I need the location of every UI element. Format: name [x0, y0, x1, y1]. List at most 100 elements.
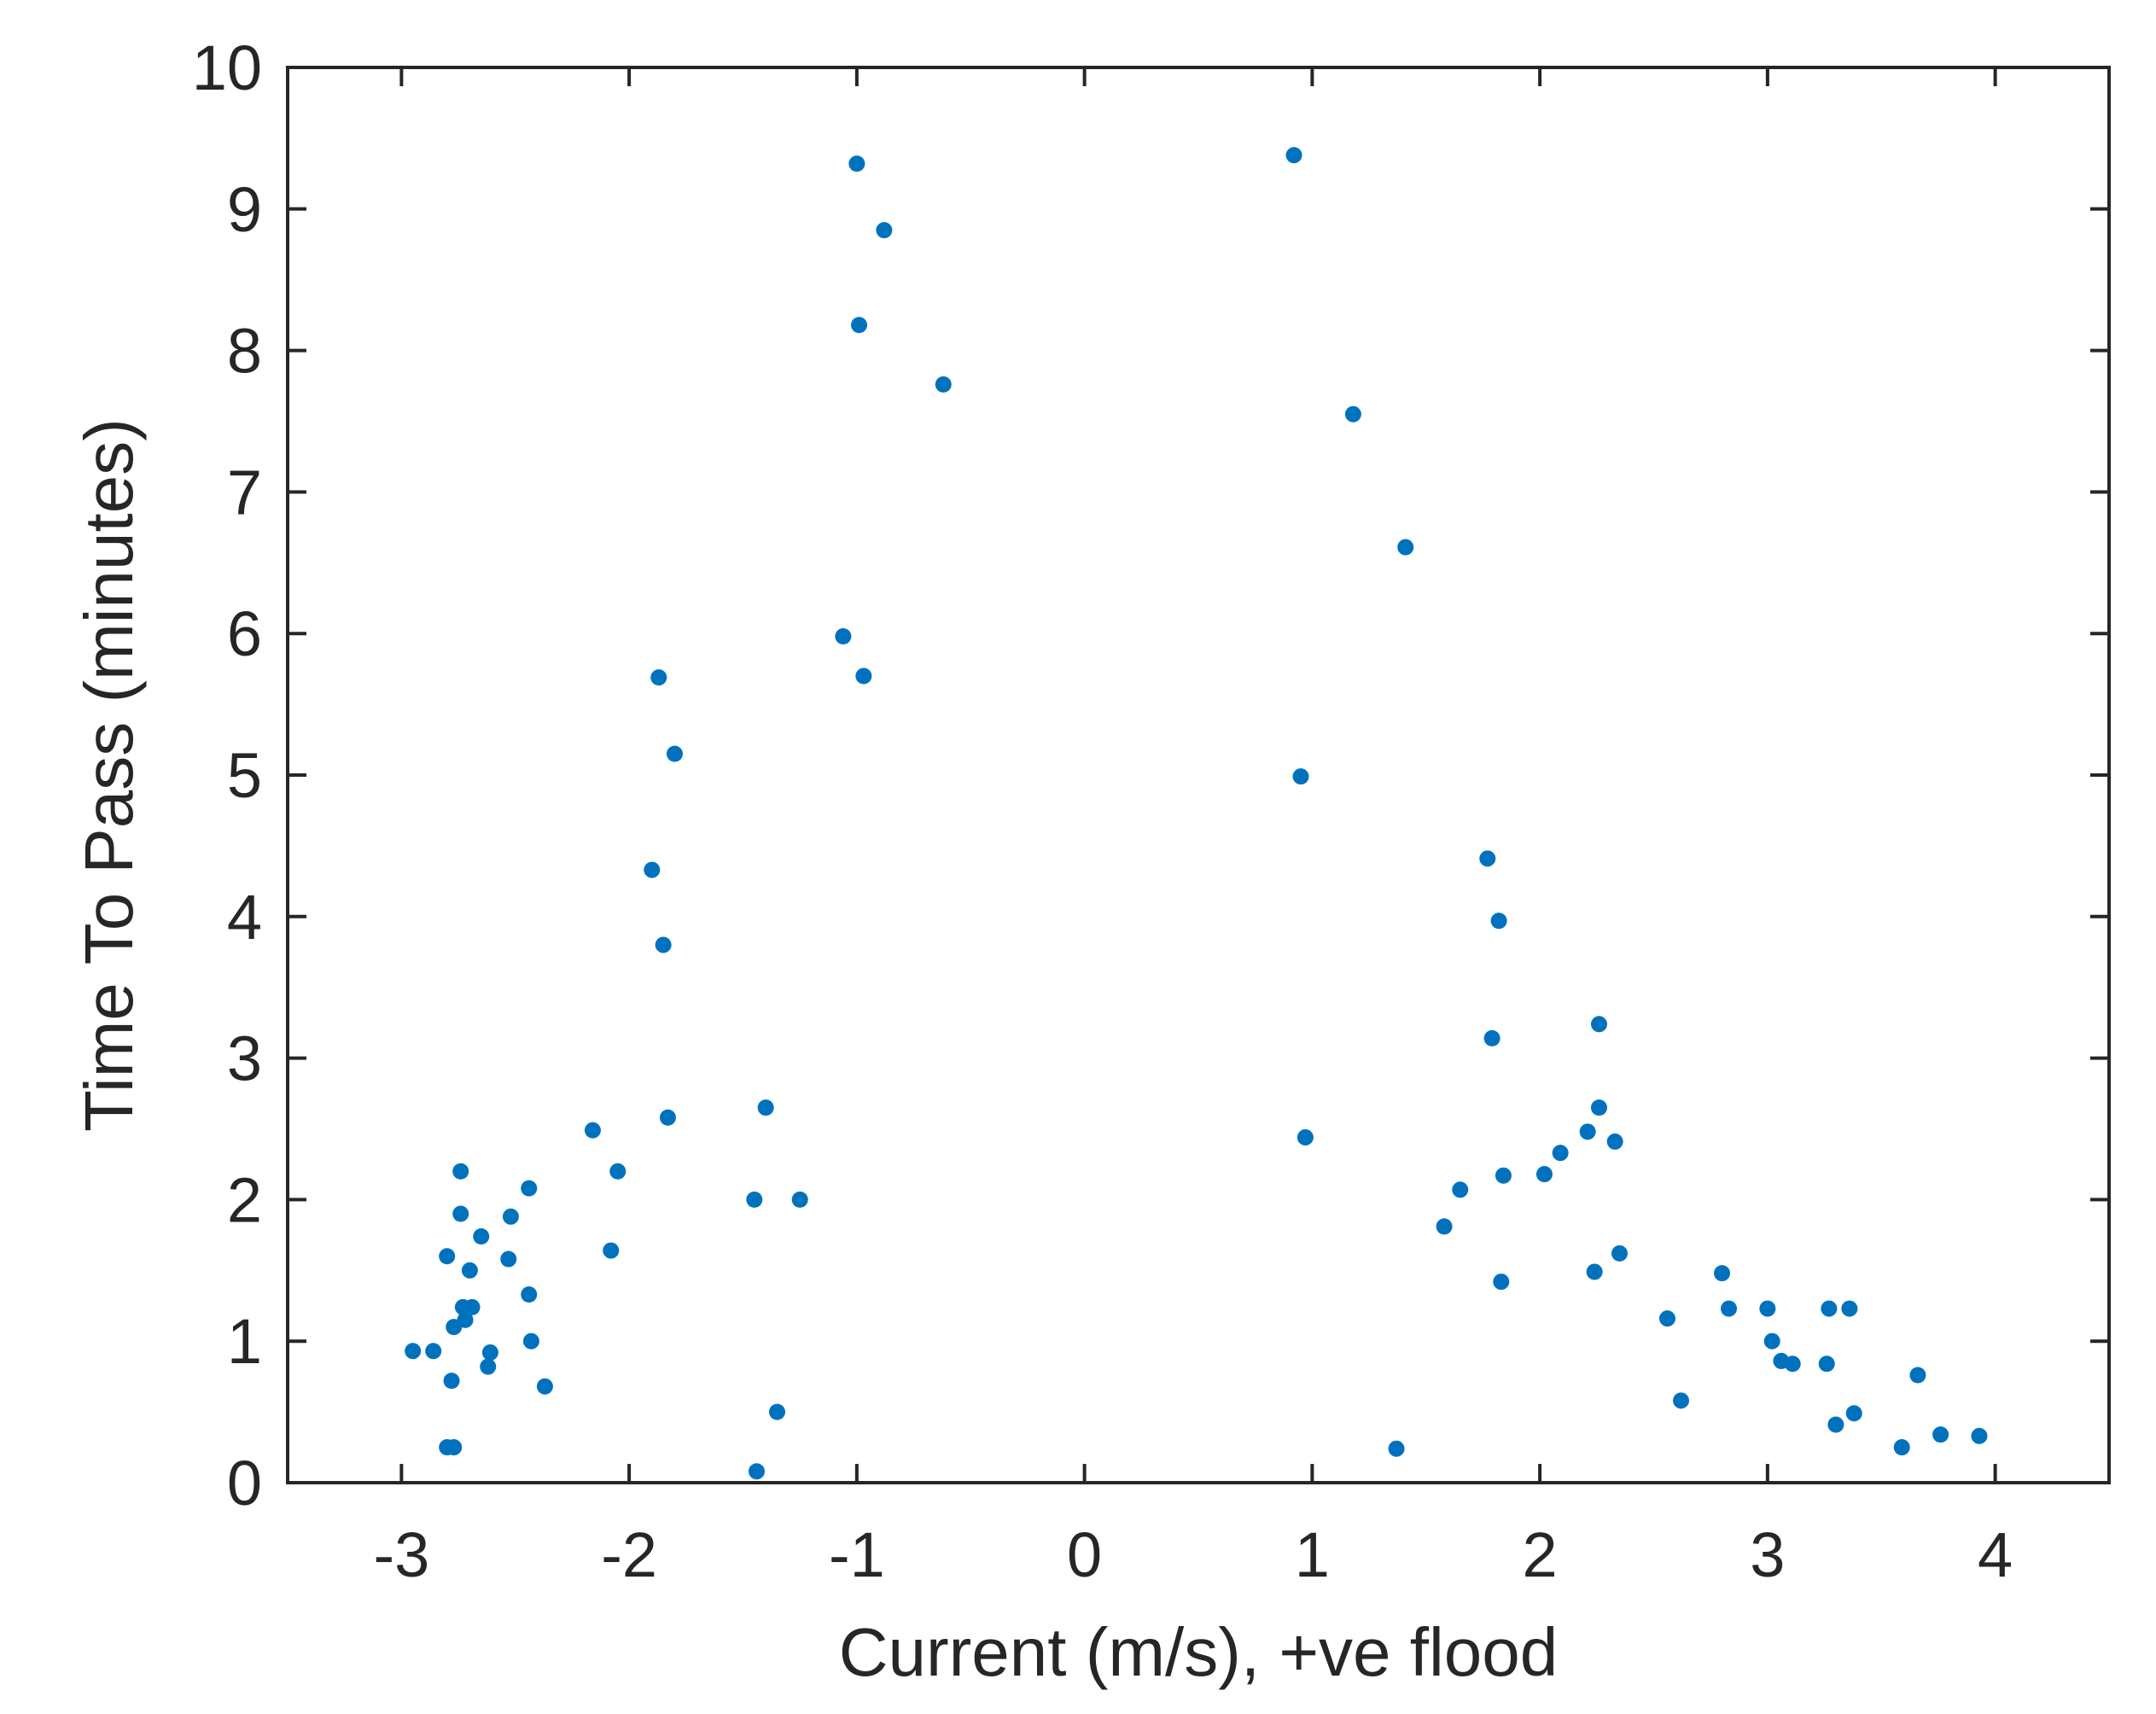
data-point — [1452, 1181, 1469, 1198]
data-point — [855, 668, 872, 685]
y-tick-label: 3 — [227, 1023, 262, 1094]
data-point — [481, 1344, 498, 1361]
data-point — [1818, 1355, 1835, 1373]
y-tick-label: 4 — [227, 882, 262, 953]
data-point — [1590, 1016, 1607, 1033]
data-point — [1490, 912, 1507, 930]
x-tick-label: 3 — [1750, 1519, 1785, 1590]
y-axis-tick-labels: 0 1 2 3 4 5 6 7 8 9 10 — [192, 32, 262, 1519]
data-point — [1344, 405, 1361, 423]
y-tick-label: 2 — [227, 1164, 262, 1235]
data-points — [405, 147, 1988, 1480]
x-tick-label: 0 — [1067, 1519, 1102, 1590]
data-point — [1611, 1245, 1628, 1262]
data-point — [769, 1403, 786, 1420]
y-tick-label: 1 — [227, 1306, 262, 1377]
data-point — [521, 1180, 538, 1197]
data-point — [1297, 1128, 1314, 1146]
data-point — [659, 1109, 676, 1126]
data-point — [876, 222, 893, 239]
data-point — [1590, 1099, 1607, 1116]
y-tick-label: 6 — [227, 598, 262, 669]
data-point — [584, 1122, 601, 1139]
x-tick-label: 2 — [1523, 1519, 1558, 1590]
data-point — [536, 1378, 553, 1395]
data-point — [1932, 1426, 1949, 1443]
data-point — [1763, 1332, 1780, 1350]
data-point — [502, 1208, 519, 1225]
x-tick-label: 4 — [1978, 1519, 2013, 1590]
data-point — [1714, 1265, 1731, 1282]
x-tick-label: -2 — [601, 1519, 657, 1590]
data-point — [749, 1463, 766, 1480]
data-point — [1659, 1310, 1676, 1327]
y-tick-label: 8 — [227, 316, 262, 387]
x-tick-label: 1 — [1295, 1519, 1330, 1590]
data-point — [1285, 147, 1302, 164]
y-tick-label: 10 — [192, 32, 262, 103]
data-point — [609, 1163, 626, 1180]
data-point — [439, 1248, 456, 1265]
data-point — [848, 155, 865, 172]
data-point — [443, 1373, 460, 1390]
data-point — [1436, 1218, 1453, 1235]
y-tick-label: 7 — [227, 457, 262, 528]
data-point — [1606, 1133, 1623, 1150]
data-point — [405, 1343, 422, 1360]
y-tick-label: 9 — [227, 174, 262, 245]
data-point — [1495, 1167, 1512, 1184]
data-point — [1552, 1145, 1569, 1162]
data-point — [1759, 1300, 1776, 1317]
data-point — [791, 1191, 808, 1208]
data-point — [1673, 1392, 1690, 1409]
data-point — [835, 628, 852, 645]
plot-frame — [286, 66, 2111, 1484]
data-point — [457, 1311, 474, 1328]
data-point — [521, 1286, 538, 1303]
data-point — [522, 1332, 539, 1350]
data-point — [452, 1205, 469, 1222]
data-point — [757, 1099, 774, 1116]
data-point — [644, 861, 661, 878]
data-point — [461, 1262, 478, 1279]
data-point — [666, 745, 683, 762]
data-point — [1535, 1166, 1553, 1183]
y-axis-label: Time To Pass (minutes) — [71, 418, 147, 1132]
data-point — [1841, 1300, 1858, 1317]
data-point — [463, 1298, 481, 1315]
data-point — [1909, 1367, 1926, 1384]
data-point — [425, 1343, 442, 1360]
data-point — [650, 669, 667, 686]
data-point — [1721, 1300, 1738, 1317]
data-point — [851, 317, 868, 334]
data-point — [1579, 1123, 1596, 1140]
y-tick-label: 0 — [227, 1448, 262, 1519]
x-tick-label: -1 — [829, 1519, 885, 1590]
data-point — [655, 936, 672, 953]
data-point — [446, 1439, 463, 1456]
data-point — [603, 1242, 620, 1259]
data-point — [1821, 1300, 1838, 1317]
data-point — [746, 1191, 763, 1208]
data-point — [1586, 1263, 1603, 1280]
data-point — [500, 1251, 517, 1268]
data-point — [935, 376, 952, 393]
x-tick-label: -3 — [373, 1519, 429, 1590]
y-tick-label: 5 — [227, 740, 262, 811]
data-point — [1845, 1405, 1862, 1422]
x-axis-tick-labels: -3 -2 -1 0 1 2 3 4 — [373, 1519, 2013, 1590]
data-point — [1397, 539, 1414, 556]
x-axis-label: Current (m/s), +ve flood — [839, 1614, 1559, 1690]
data-point — [480, 1358, 497, 1375]
data-point — [1893, 1439, 1910, 1456]
data-point — [1784, 1355, 1801, 1373]
data-point — [1388, 1440, 1405, 1457]
data-point — [1827, 1416, 1844, 1433]
data-point — [1479, 850, 1496, 867]
data-point — [1493, 1274, 1510, 1291]
data-point — [452, 1163, 469, 1180]
data-point — [1292, 768, 1309, 785]
data-point — [1971, 1427, 1988, 1444]
